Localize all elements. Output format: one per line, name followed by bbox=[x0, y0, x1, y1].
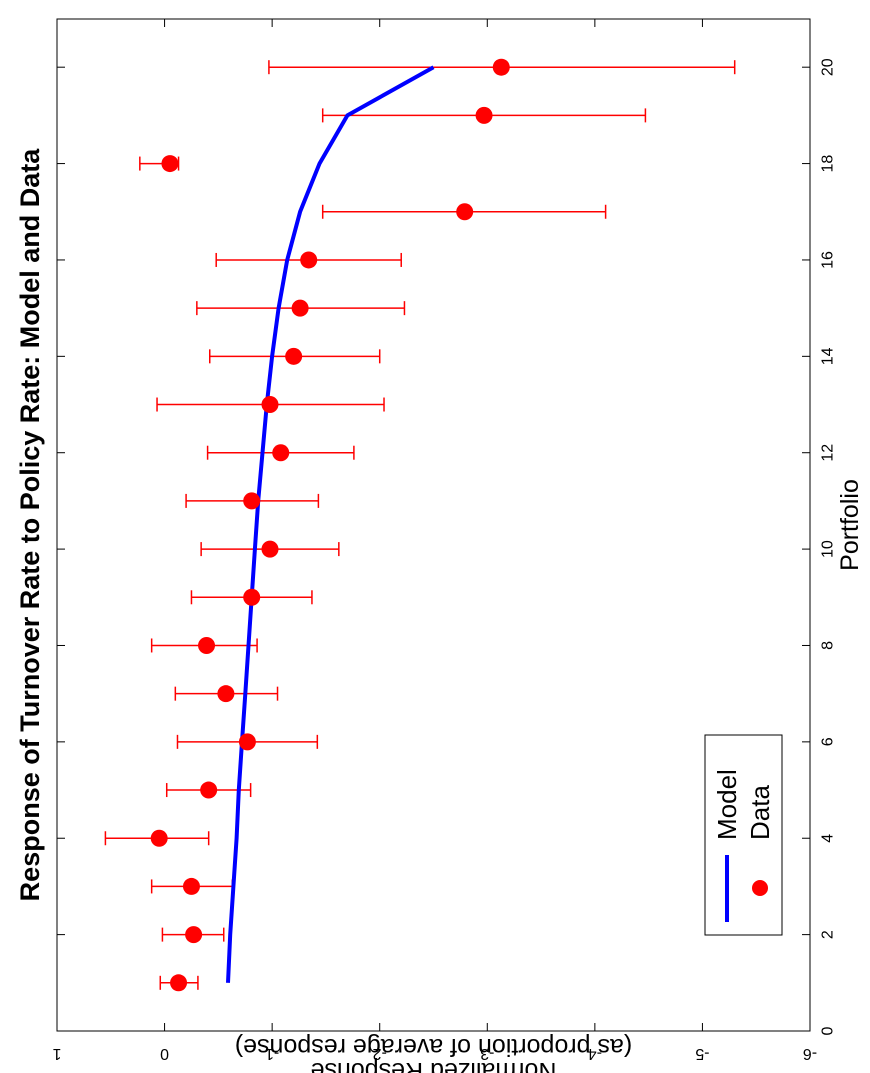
y-tick-label: -4 bbox=[588, 1045, 602, 1062]
data-point bbox=[238, 733, 256, 751]
data-point bbox=[161, 155, 179, 173]
data-point bbox=[150, 829, 168, 847]
x-axis: 0 2 4 6 8 10 12 14 16 18 20 bbox=[57, 58, 837, 1035]
data-point bbox=[272, 444, 290, 462]
legend-box bbox=[704, 734, 783, 936]
data-point bbox=[243, 588, 261, 606]
data-point bbox=[456, 203, 474, 221]
chart-title: Response of Turnover Rate to Policy Rate… bbox=[15, 148, 45, 902]
y-tick-label: -2 bbox=[373, 1045, 387, 1062]
data-point bbox=[261, 540, 279, 558]
data-point bbox=[300, 251, 318, 269]
y-tick-label: -6 bbox=[803, 1045, 817, 1062]
y-tick-label: -3 bbox=[480, 1045, 494, 1062]
data-point bbox=[185, 926, 203, 944]
y-axis: -6 -5 -4 -3 -2 -1 0 1 bbox=[52, 19, 817, 1062]
y-axis-label: Normalized Response bbox=[311, 1057, 557, 1073]
x-tick-label: 14 bbox=[820, 347, 837, 365]
data-point bbox=[475, 106, 493, 124]
data-series-points bbox=[150, 58, 510, 992]
x-tick-label: 4 bbox=[820, 834, 837, 843]
x-tick-label: 2 bbox=[820, 930, 837, 939]
y-tick-label: 1 bbox=[52, 1045, 61, 1062]
model-series-line bbox=[226, 65, 435, 983]
x-tick-label: 0 bbox=[820, 1026, 837, 1035]
y-tick-label: 0 bbox=[160, 1045, 169, 1062]
plot-area: -6 -5 -4 -3 -2 -1 0 1 0 2 4 6 8 10 12 14 16 18 20 Respons… bbox=[15, 18, 864, 1073]
data-point bbox=[217, 685, 235, 703]
x-tick-label: 18 bbox=[820, 155, 837, 173]
data-point bbox=[170, 974, 188, 992]
data-point bbox=[182, 877, 200, 895]
data-point bbox=[243, 492, 261, 510]
error-bars bbox=[104, 60, 736, 990]
legend-data-swatch bbox=[752, 880, 768, 896]
x-tick-label: 12 bbox=[820, 444, 837, 462]
x-axis-label: Portfolio bbox=[836, 479, 864, 571]
y-axis-sublabel: (as proportion of average response) bbox=[235, 1033, 632, 1061]
plot-frame bbox=[56, 18, 811, 1032]
legend-label-model: Model bbox=[712, 769, 742, 840]
data-point bbox=[200, 781, 218, 799]
y-tick-label: -5 bbox=[695, 1045, 709, 1062]
x-tick-label: 6 bbox=[820, 737, 837, 746]
data-point bbox=[261, 396, 279, 414]
data-point bbox=[291, 299, 309, 317]
data-point bbox=[285, 347, 303, 365]
x-tick-label: 8 bbox=[820, 641, 837, 650]
data-point bbox=[198, 636, 216, 654]
data-point bbox=[492, 58, 510, 76]
x-tick-label: 16 bbox=[820, 251, 837, 269]
y-tick-label: -1 bbox=[265, 1045, 279, 1062]
x-tick-label: 20 bbox=[820, 58, 837, 76]
legend: Model Data bbox=[704, 734, 783, 936]
legend-label-data: Data bbox=[745, 785, 775, 840]
x-tick-label: 10 bbox=[820, 540, 837, 558]
